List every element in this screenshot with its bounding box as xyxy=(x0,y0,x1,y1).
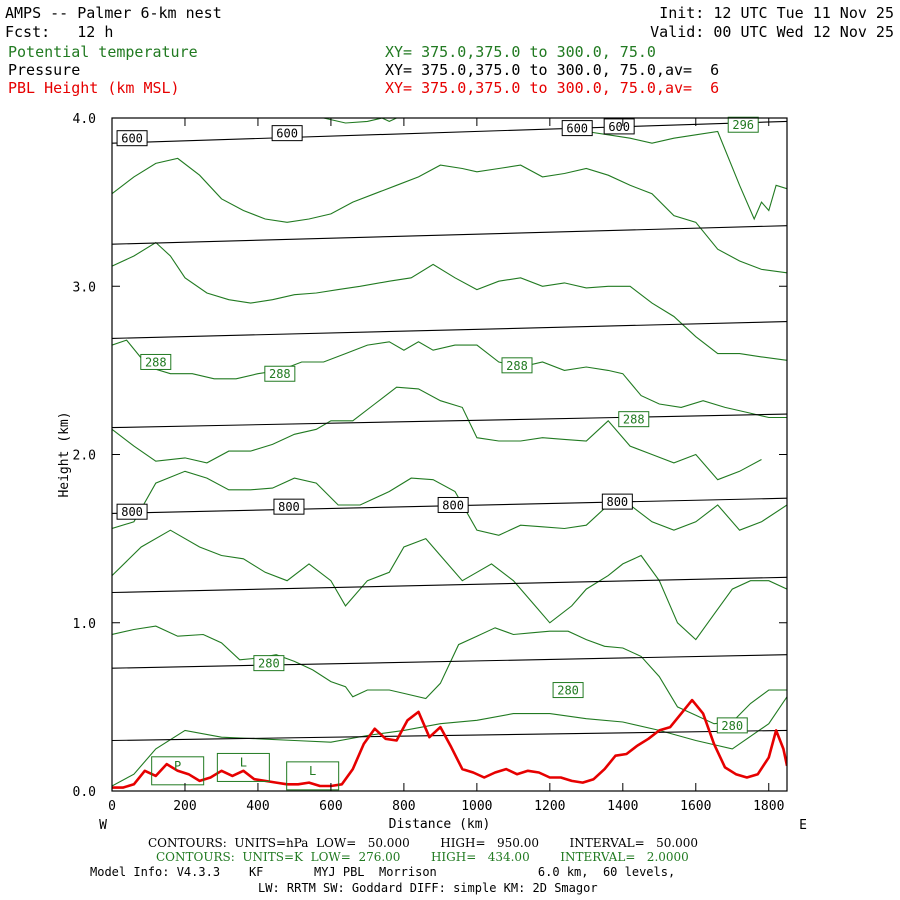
pressure-label: 800 xyxy=(278,500,300,514)
theta-label: 288 xyxy=(145,355,167,369)
theta-contour xyxy=(112,157,787,274)
pressure-contour xyxy=(112,576,787,594)
pressure-label-box xyxy=(437,496,469,513)
theta-label: 288 xyxy=(623,413,645,427)
pressure-contour xyxy=(112,225,787,245)
pressure-center-label: L xyxy=(309,764,316,778)
theta-label: 296 xyxy=(732,118,754,132)
theta-label-box xyxy=(552,682,584,699)
pressure-label-box xyxy=(116,130,148,147)
pressure-label-box xyxy=(271,125,303,142)
xy-pbl: XY= 375.0,375.0 to 300.0, 75.0,av= 6 xyxy=(385,79,720,97)
x-tick-label: 1000 xyxy=(461,799,492,814)
pressure-center-label: L xyxy=(240,755,247,769)
x-tick-label: 1200 xyxy=(534,799,565,814)
pressure-label: 600 xyxy=(566,122,588,136)
field-pressure-label: Pressure xyxy=(8,61,81,79)
pbl-height-line xyxy=(112,698,787,789)
pressure-contour xyxy=(112,654,787,669)
pressure-label: 800 xyxy=(442,498,464,512)
x-tick-label: 1800 xyxy=(753,799,784,814)
x-tick-label: 1400 xyxy=(607,799,638,814)
theta-label: 280 xyxy=(721,719,743,733)
pressure-label: 600 xyxy=(121,132,143,146)
theta-label-box xyxy=(727,116,759,133)
theta-label-box xyxy=(253,655,285,672)
footer-theta-contours: CONTOURS: UNITS=K LOW= 276.00 HIGH= 434.… xyxy=(156,850,689,864)
y-tick-label: 2.0 xyxy=(73,449,96,464)
theta-label-box xyxy=(140,353,172,370)
forecast-hour: Fcst: 12 h xyxy=(5,23,114,41)
y-tick-label: 1.0 xyxy=(73,617,96,632)
xy-theta: XY= 375.0,375.0 to 300.0, 75.0 xyxy=(385,43,656,61)
theta-label: 280 xyxy=(258,657,280,671)
pressure-label: 800 xyxy=(121,505,143,519)
field-theta-label: Potential temperature xyxy=(8,43,198,61)
y-axis-label: Height (km) xyxy=(57,411,72,497)
x-tick-label: 0 xyxy=(108,799,116,814)
pressure-label-box xyxy=(116,503,148,520)
pressure-label-box xyxy=(601,493,633,510)
init-time: Init: 12 UTC Tue 11 Nov 25 xyxy=(659,4,894,22)
pressure-center-label: P xyxy=(174,759,181,773)
theta-contour xyxy=(112,386,762,481)
footer-pressure-contours: CONTOURS: UNITS=hPa LOW= 50.000 HIGH= 95… xyxy=(148,836,699,850)
east-label: E xyxy=(799,818,807,833)
pressure-contour xyxy=(112,729,787,742)
theta-label-box xyxy=(501,357,533,374)
valid-time: Valid: 00 UTC Wed 12 Nov 25 xyxy=(650,23,894,41)
footer-physics-info: LW: RRTM SW: Goddard DIFF: simple KM: 2D… xyxy=(258,881,598,895)
pressure-label: 600 xyxy=(608,120,630,134)
theta-contour xyxy=(112,470,787,536)
theta-label-box xyxy=(618,411,650,428)
x-tick-label: 400 xyxy=(246,799,269,814)
x-tick-label: 800 xyxy=(392,799,415,814)
xy-pressure: XY= 375.0,375.0 to 300.0, 75.0,av= 6 xyxy=(385,61,720,79)
theta-contour xyxy=(112,625,787,725)
theta-label: 288 xyxy=(506,359,528,373)
chart-title: AMPS -- Palmer 6-km nest xyxy=(5,4,222,22)
x-tick-label: 1600 xyxy=(680,799,711,814)
pressure-center-box xyxy=(216,752,270,782)
x-tick-label: 600 xyxy=(319,799,342,814)
theta-label-box xyxy=(716,717,748,734)
pressure-contour xyxy=(112,321,787,339)
pressure-label-box xyxy=(561,120,593,137)
y-tick-label: 0.0 xyxy=(73,785,96,800)
x-axis-label: Distance (km) xyxy=(389,817,491,832)
theta-contour xyxy=(323,118,397,124)
theta-label: 288 xyxy=(269,367,291,381)
west-label: W xyxy=(99,818,107,833)
pressure-label: 600 xyxy=(276,127,298,141)
pressure-contour xyxy=(112,120,787,144)
pressure-center-box xyxy=(151,756,205,786)
pressure-center-box xyxy=(286,761,340,791)
pressure-label-box xyxy=(273,498,305,515)
y-tick-label: 4.0 xyxy=(73,112,96,127)
field-pbl-label: PBL Height (km MSL) xyxy=(8,79,180,97)
footer-model-info: Model Info: V4.3.3 KF MYJ PBL Morrison 6… xyxy=(90,865,676,879)
theta-contour xyxy=(567,122,787,221)
pressure-label-box xyxy=(603,118,635,135)
pressure-contour xyxy=(112,413,787,429)
theta-label-box xyxy=(264,365,296,382)
theta-contour xyxy=(112,696,787,787)
theta-contour xyxy=(112,241,787,361)
theta-label: 280 xyxy=(557,684,579,698)
theta-contour xyxy=(112,339,787,419)
theta-contour xyxy=(112,529,787,641)
y-tick-label: 3.0 xyxy=(73,280,96,295)
pressure-label: 800 xyxy=(606,495,628,509)
x-tick-label: 200 xyxy=(173,799,196,814)
